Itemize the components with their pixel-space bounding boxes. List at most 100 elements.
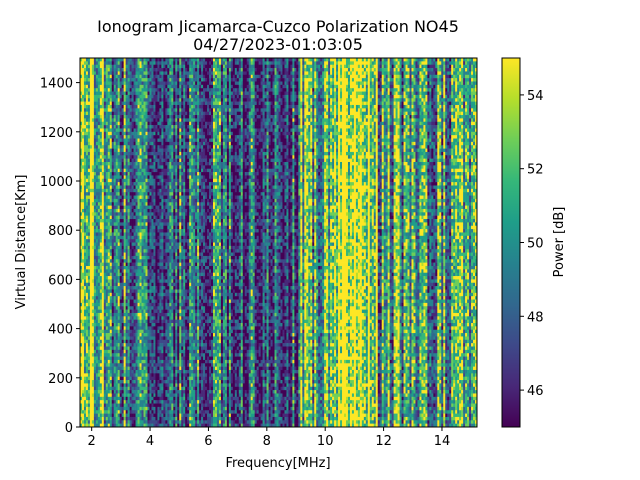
heatmap-cell	[161, 115, 163, 119]
heatmap-cell	[146, 165, 148, 169]
heatmap-cell	[140, 175, 142, 179]
heatmap-cell	[144, 246, 146, 250]
heatmap-cell	[167, 139, 169, 143]
heatmap-cell	[94, 390, 96, 394]
heatmap-cell	[90, 88, 92, 92]
heatmap-cell	[159, 414, 161, 418]
heatmap-cell	[102, 229, 104, 233]
heatmap-cell	[106, 357, 108, 361]
heatmap-cell	[159, 155, 161, 159]
heatmap-cell	[161, 199, 163, 203]
heatmap-cell	[122, 420, 124, 424]
heatmap-cell	[155, 219, 157, 223]
heatmap-cell	[136, 108, 138, 112]
heatmap-cell	[159, 65, 161, 69]
heatmap-cell	[157, 139, 159, 143]
heatmap-cell	[169, 125, 171, 129]
heatmap-cell	[122, 300, 124, 304]
heatmap-cell	[157, 175, 159, 179]
heatmap-cell	[155, 185, 157, 189]
heatmap-cell	[165, 132, 167, 136]
heatmap-cell	[112, 380, 114, 384]
heatmap-cell	[165, 102, 167, 106]
heatmap-cell	[128, 387, 130, 391]
heatmap-cell	[153, 269, 155, 273]
heatmap-cell	[153, 152, 155, 156]
heatmap-cell	[114, 115, 116, 119]
heatmap-cell	[157, 159, 159, 163]
heatmap-cell	[98, 108, 100, 112]
heatmap-cell	[155, 387, 157, 391]
heatmap-cell	[151, 172, 153, 176]
heatmap-cell	[102, 226, 104, 230]
heatmap-cell	[110, 417, 112, 421]
heatmap-cell	[165, 380, 167, 384]
heatmap-cell	[116, 75, 118, 79]
heatmap-cell	[147, 216, 149, 220]
heatmap-cell	[155, 98, 157, 102]
heatmap-cell	[165, 316, 167, 320]
heatmap-cell	[106, 279, 108, 283]
heatmap-cell	[157, 128, 159, 132]
heatmap-cell	[124, 125, 126, 129]
heatmap-cell	[106, 313, 108, 317]
heatmap-cell	[82, 209, 84, 213]
heatmap-cell	[94, 222, 96, 226]
heatmap-cell	[94, 142, 96, 146]
heatmap-cell	[169, 199, 171, 203]
heatmap-cell	[114, 373, 116, 377]
heatmap-cell	[169, 192, 171, 196]
heatmap-cell	[122, 357, 124, 361]
heatmap-cell	[106, 68, 108, 72]
heatmap-cell	[128, 350, 130, 354]
heatmap-cell	[100, 202, 102, 206]
heatmap-cell	[110, 249, 112, 253]
heatmap-cell	[144, 367, 146, 371]
heatmap-cell	[134, 256, 136, 260]
heatmap-cell	[157, 135, 159, 139]
heatmap-cell	[147, 367, 149, 371]
heatmap-cell	[140, 92, 142, 96]
heatmap-cell	[114, 209, 116, 213]
heatmap-cell	[90, 410, 92, 414]
heatmap-cell	[82, 357, 84, 361]
heatmap-cell	[82, 88, 84, 92]
heatmap-cell	[146, 350, 148, 354]
heatmap-cell	[120, 165, 122, 169]
heatmap-cell	[144, 68, 146, 72]
heatmap-cell	[82, 370, 84, 374]
heatmap-cell	[86, 253, 88, 257]
heatmap-cell	[86, 108, 88, 112]
heatmap-cell	[114, 222, 116, 226]
heatmap-cell	[157, 283, 159, 287]
heatmap-cell	[134, 232, 136, 236]
heatmap-cell	[165, 236, 167, 240]
heatmap-cell	[146, 357, 148, 361]
heatmap-cell	[100, 306, 102, 310]
heatmap-cell	[153, 115, 155, 119]
heatmap-cell	[128, 246, 130, 250]
heatmap-cell	[88, 95, 90, 99]
heatmap-cell	[128, 397, 130, 401]
heatmap-cell	[153, 350, 155, 354]
heatmap-cell	[86, 58, 88, 62]
heatmap-cell	[88, 125, 90, 129]
heatmap-cell	[110, 330, 112, 334]
heatmap-cell	[120, 118, 122, 122]
heatmap-cell	[112, 387, 114, 391]
heatmap-cell	[142, 283, 144, 287]
heatmap-cell	[104, 367, 106, 371]
heatmap-cell	[122, 393, 124, 397]
heatmap-cell	[86, 65, 88, 69]
heatmap-cell	[88, 78, 90, 82]
heatmap-cell	[130, 68, 132, 72]
heatmap-cell	[98, 377, 100, 381]
heatmap-cell	[124, 363, 126, 367]
heatmap-cell	[108, 353, 110, 357]
heatmap-cell	[92, 105, 94, 109]
heatmap-cell	[159, 61, 161, 65]
heatmap-cell	[122, 383, 124, 387]
heatmap-cell	[132, 142, 134, 146]
heatmap-cell	[165, 239, 167, 243]
heatmap-cell	[84, 357, 86, 361]
